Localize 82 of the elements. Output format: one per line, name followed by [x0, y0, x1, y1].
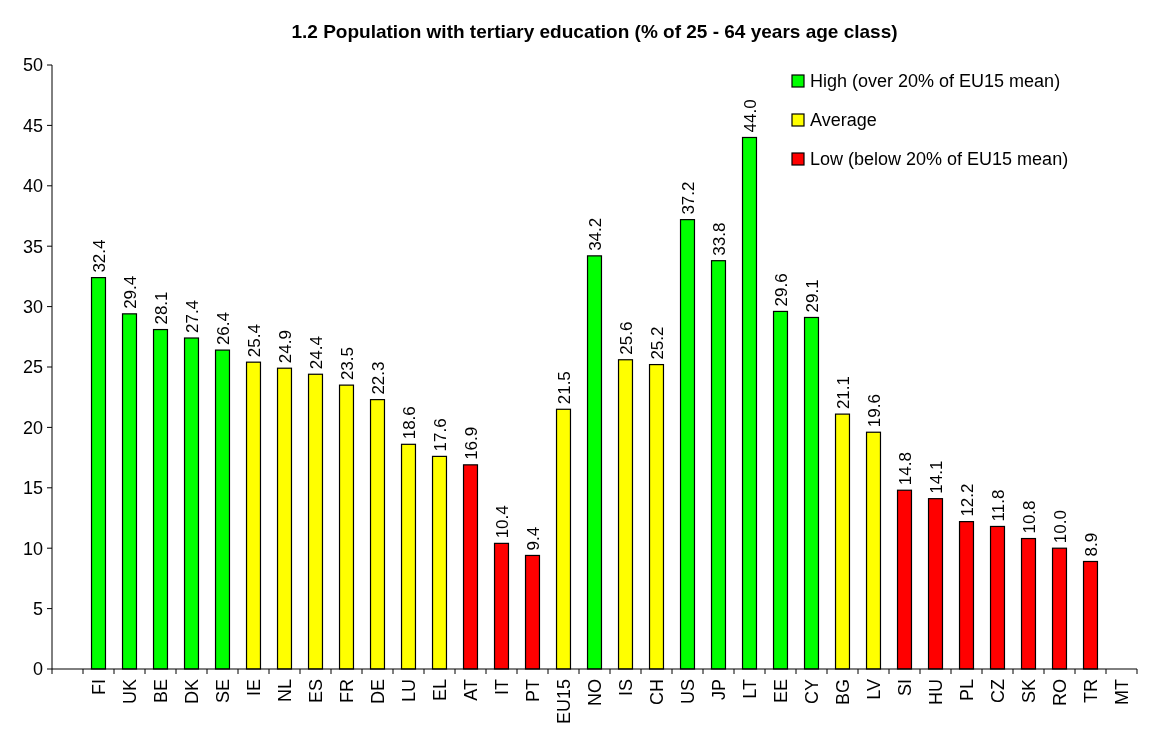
x-tick-label: BG [832, 679, 853, 706]
legend-label: Low (below 20% of EU15 mean) [810, 149, 1069, 170]
x-tick-label: UK [119, 679, 140, 705]
x-tick-label: LU [398, 679, 419, 703]
data-label: 29.1 [802, 279, 822, 313]
chart-title: 1.2 Population with tertiary education (% of 25 - 64 years age class) [291, 21, 898, 42]
data-label: 28.1 [151, 291, 171, 325]
data-label: 8.9 [1081, 532, 1101, 557]
x-tick-label: JP [708, 679, 729, 701]
data-label: 17.6 [430, 418, 450, 452]
data-label: 21.1 [833, 376, 853, 410]
data-label: 25.6 [616, 321, 636, 355]
legend-label: Average [810, 110, 877, 131]
x-tick-label: CZ [987, 679, 1008, 703]
data-label: 23.5 [337, 347, 357, 381]
data-label: 27.4 [182, 299, 202, 334]
y-tick-label: 15 [22, 478, 43, 499]
data-label: 18.6 [399, 406, 419, 440]
x-tick-label: SI [894, 679, 915, 697]
x-tick-label: RO [1049, 679, 1070, 706]
data-label: 10.4 [492, 505, 512, 539]
data-label: 32.4 [89, 239, 109, 273]
data-label: 11.8 [988, 489, 1008, 522]
data-label: 26.4 [213, 311, 233, 346]
data-label: 10.0 [1050, 510, 1070, 544]
x-tick-label: CH [646, 679, 667, 705]
y-tick-label: 20 [22, 417, 43, 438]
data-label: 12.2 [957, 483, 977, 517]
y-tick-label: 5 [32, 598, 43, 619]
x-tick-label: ES [305, 679, 326, 704]
data-label: 25.4 [244, 324, 264, 358]
data-label: 14.1 [926, 460, 946, 494]
y-tick-label: 35 [22, 236, 43, 257]
x-tick-label: CY [801, 679, 822, 705]
x-tick-label: IT [491, 679, 512, 695]
x-tick-label: FI [88, 679, 109, 695]
x-tick-label: NL [274, 679, 295, 703]
y-tick-label: 40 [22, 176, 43, 197]
x-tick-label: EE [770, 679, 791, 704]
data-label: 9.4 [523, 526, 543, 551]
x-tick-label: EU15 [553, 679, 574, 725]
data-label: 22.3 [368, 361, 388, 395]
x-tick-label: LV [863, 679, 884, 700]
data-label: 44.0 [740, 99, 760, 133]
data-label: 16.9 [461, 426, 481, 460]
x-tick-label: HU [925, 679, 946, 705]
data-label: 34.2 [585, 217, 605, 251]
legend-label: High (over 20% of EU15 mean) [810, 71, 1061, 92]
data-label: 33.8 [709, 222, 729, 256]
data-label: 24.4 [306, 336, 326, 370]
y-tick-label: 30 [22, 296, 43, 317]
x-tick-label: DE [367, 679, 388, 705]
data-label: 29.6 [771, 273, 791, 307]
x-tick-label: PT [522, 679, 543, 703]
y-tick-label: 0 [32, 659, 43, 680]
x-tick-label: IS [615, 679, 636, 697]
x-tick-label: FR [336, 679, 357, 703]
data-label: 29.4 [120, 275, 140, 309]
y-tick-label: 45 [22, 115, 43, 136]
data-label: 25.2 [647, 326, 667, 360]
data-label: 37.2 [678, 181, 698, 215]
data-label: 21.5 [554, 371, 574, 405]
x-tick-label: BE [150, 679, 171, 704]
x-tick-label: EL [429, 679, 450, 702]
x-tick-label: IE [243, 679, 264, 697]
x-tick-label: DK [181, 679, 202, 705]
x-tick-label: SK [1018, 679, 1039, 704]
x-tick-label: AT [460, 679, 481, 701]
x-tick-label: TR [1080, 679, 1101, 703]
x-tick-label: LT [739, 679, 760, 699]
y-tick-label: 25 [22, 357, 43, 378]
x-tick-label: PL [956, 679, 977, 702]
x-tick-label: NO [584, 679, 605, 706]
data-label: 24.9 [275, 330, 295, 364]
data-label: 14.8 [895, 452, 915, 486]
y-tick-label: 10 [22, 538, 43, 559]
data-label: 10.8 [1019, 500, 1039, 534]
x-tick-label: MT [1111, 679, 1132, 705]
y-tick-label: 50 [22, 55, 43, 76]
x-tick-label: US [677, 679, 698, 705]
data-label: 19.6 [864, 394, 884, 428]
x-tick-label: SE [212, 679, 233, 704]
